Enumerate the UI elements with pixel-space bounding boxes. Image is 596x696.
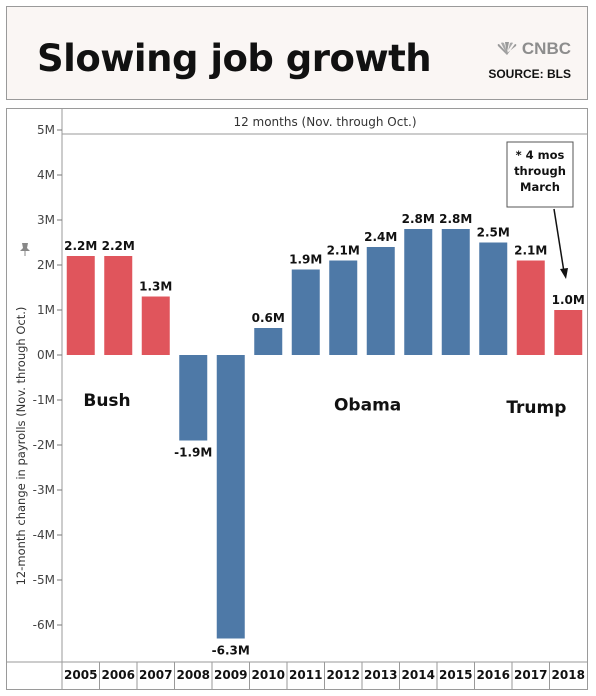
x-tick-label-2018: 2018: [552, 668, 585, 682]
y-tick-label: 5M: [37, 123, 55, 137]
x-tick-label-2010: 2010: [252, 668, 285, 682]
brand-name: CNBC: [521, 39, 571, 58]
bar-2016: [479, 242, 508, 355]
value-label-2006: 2.2M: [102, 239, 135, 253]
y-tick-label: -5M: [33, 573, 55, 587]
source-label: SOURCE: BLS: [488, 67, 571, 81]
bar-2013: [366, 247, 395, 355]
annotation-trump: Trump: [506, 398, 566, 418]
x-tick-label-2014: 2014: [402, 668, 435, 682]
x-tick-label-2013: 2013: [364, 668, 397, 682]
value-label-2014: 2.8M: [402, 212, 435, 226]
value-label-2017: 2.1M: [514, 244, 547, 258]
peacock-icon: [497, 42, 517, 55]
value-label-2018: 1.0M: [552, 293, 585, 307]
x-tick-label-2017: 2017: [514, 668, 547, 682]
x-tick-label-2006: 2006: [102, 668, 135, 682]
bar-2015: [441, 229, 470, 355]
x-tick-label-2016: 2016: [477, 668, 510, 682]
value-label-2016: 2.5M: [477, 226, 510, 240]
y-tick-label: -1M: [33, 393, 55, 407]
callout-arrowhead: [560, 268, 568, 279]
y-tick-label: 1M: [37, 303, 55, 317]
pin-icon: [20, 243, 30, 256]
callout-box: [506, 141, 574, 208]
bar-2010: [254, 328, 283, 355]
value-label-2010: 0.6M: [252, 311, 285, 325]
callout-arrow: [553, 208, 565, 273]
value-label-2015: 2.8M: [439, 212, 472, 226]
value-label-2007: 1.3M: [139, 280, 172, 294]
bar-2005: [66, 256, 95, 355]
chart-frame: 12 months (Nov. through Oct.) 12-month c…: [6, 108, 588, 690]
value-label-2009: -6.3M: [212, 644, 250, 658]
y-tick-label: 0M: [37, 348, 55, 362]
bar-2011: [291, 269, 320, 355]
bar-2007: [141, 296, 170, 355]
y-tick-label: -4M: [33, 528, 55, 542]
panel-header: 12 months (Nov. through Oct.): [233, 115, 416, 129]
y-axis-ticks: 5M 4M 3M 2M 1M 0M -1M -2M -3M -4M -5M -6M: [33, 123, 62, 632]
y-tick-label: -6M: [33, 618, 55, 632]
bar-2009: [216, 355, 245, 639]
job-growth-chart: 12 months (Nov. through Oct.) 12-month c…: [7, 109, 587, 689]
value-label-2005: 2.2M: [64, 239, 97, 253]
bar-2012: [329, 260, 358, 355]
value-labels: 2.2M 2.2M 1.3M -1.9M -6.3M 0.6M 1.9M 2.1M 2.4M 2.…: [64, 212, 585, 658]
x-tick-label-2005: 2005: [64, 668, 97, 682]
x-tick-label-2009: 2009: [214, 668, 247, 682]
page-title: Slowing job growth: [37, 37, 432, 80]
y-tick-label: -3M: [33, 483, 55, 497]
value-label-2011: 1.9M: [289, 253, 322, 267]
bar-2008: [179, 355, 208, 441]
bar-2017: [516, 260, 545, 355]
y-tick-label: 4M: [37, 168, 55, 182]
value-label-2013: 2.4M: [364, 230, 397, 244]
brand-logo: CNBC: [496, 39, 571, 59]
bars: [66, 229, 583, 639]
bar-2018: [554, 310, 583, 355]
annotations: Bush Obama Trump * 4 mos through March: [83, 141, 574, 418]
y-tick-label: 2M: [37, 258, 55, 272]
callout-text: * 4 mos through March: [514, 148, 566, 194]
bar-2006: [104, 256, 133, 355]
x-tick-label-2015: 2015: [439, 668, 472, 682]
value-label-2008: -1.9M: [174, 446, 212, 460]
y-axis-label: 12-month change in payrolls (Nov. throug…: [14, 307, 28, 586]
y-tick-label: 3M: [37, 213, 55, 227]
chart-header: Slowing job growth CNBC SOURCE: BLS: [6, 6, 588, 100]
x-tick-label-2011: 2011: [289, 668, 322, 682]
annotation-bush: Bush: [83, 391, 130, 411]
chart-panel-lines: [7, 109, 587, 689]
x-tick-label-2008: 2008: [177, 668, 210, 682]
x-tick-label-2012: 2012: [327, 668, 360, 682]
annotation-obama: Obama: [334, 396, 401, 416]
bar-2014: [404, 229, 433, 355]
value-label-2012: 2.1M: [327, 244, 360, 258]
x-tick-label-2007: 2007: [139, 668, 172, 682]
x-axis-labels: 2005 2006 2007 2008 2009 2010 2011 2012 2013 2014…: [64, 662, 585, 689]
y-tick-label: -2M: [33, 438, 55, 452]
